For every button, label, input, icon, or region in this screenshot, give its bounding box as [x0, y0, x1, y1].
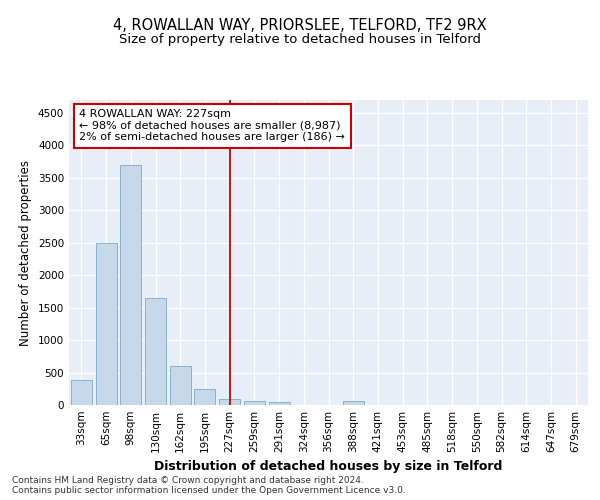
Bar [71, 380, 92, 405]
Bar [120, 165, 141, 405]
Bar [244, 401, 265, 405]
Bar [343, 401, 364, 405]
Bar [145, 298, 166, 405]
Bar [194, 389, 215, 405]
Bar [95, 243, 116, 405]
Bar [219, 398, 240, 405]
Text: Size of property relative to detached houses in Telford: Size of property relative to detached ho… [119, 32, 481, 46]
Bar [269, 402, 290, 405]
Text: 4, ROWALLAN WAY, PRIORSLEE, TELFORD, TF2 9RX: 4, ROWALLAN WAY, PRIORSLEE, TELFORD, TF2… [113, 18, 487, 32]
X-axis label: Distribution of detached houses by size in Telford: Distribution of detached houses by size … [154, 460, 503, 473]
Text: Contains HM Land Registry data © Crown copyright and database right 2024.
Contai: Contains HM Land Registry data © Crown c… [12, 476, 406, 495]
Y-axis label: Number of detached properties: Number of detached properties [19, 160, 32, 346]
Text: 4 ROWALLAN WAY: 227sqm
← 98% of detached houses are smaller (8,987)
2% of semi-d: 4 ROWALLAN WAY: 227sqm ← 98% of detached… [79, 109, 345, 142]
Bar [170, 366, 191, 405]
